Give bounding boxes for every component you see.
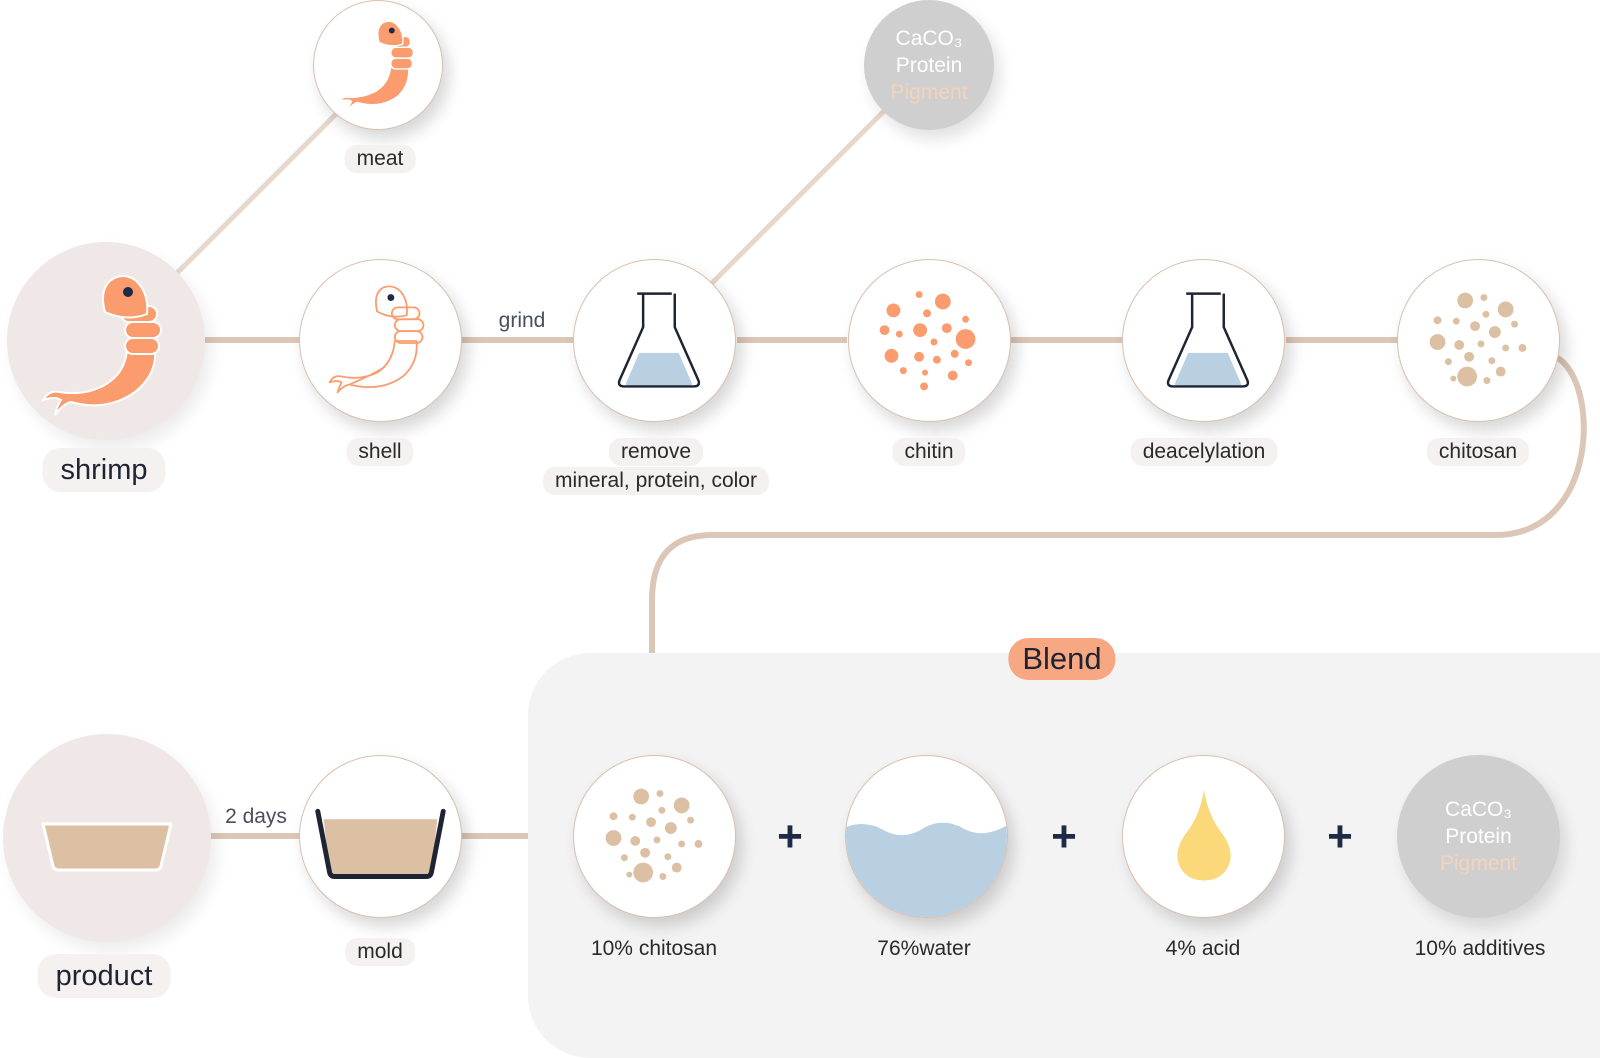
water-icon	[846, 822, 1007, 917]
product-tray-icon	[41, 822, 173, 872]
ingredient-acid-node	[1122, 755, 1285, 918]
plus-sign: +	[777, 812, 803, 861]
chitosan-particles-icon	[605, 788, 703, 883]
remove-label: remove	[608, 438, 704, 466]
meat-label: meat	[344, 145, 416, 173]
chitin-label: chitin	[892, 438, 966, 466]
product-node	[3, 734, 211, 942]
byproduct-node: CaCO₃ Protein Pigment	[864, 0, 994, 130]
edge-shrimp-meat	[175, 109, 341, 275]
ingredient-additives-node: CaCO₃ Protein Pigment	[1397, 755, 1560, 918]
chitin-particles-icon	[879, 291, 976, 391]
additive-caco3: CaCO₃	[1445, 798, 1512, 821]
shrimp-icon	[40, 275, 162, 416]
ingredient-additives-label: 10% additives	[1414, 937, 1546, 960]
chitosan-label: chitosan	[1426, 438, 1530, 466]
shrimp-shell-icon	[328, 285, 425, 394]
mold-container-icon	[315, 808, 446, 879]
flask-icon	[617, 292, 701, 388]
shell-label: shell	[346, 438, 414, 466]
plus-sign: +	[1327, 812, 1353, 861]
ingredient-water-node	[845, 755, 1008, 918]
shrimp-node	[7, 242, 205, 440]
chitosan-particles-icon	[1429, 292, 1527, 387]
deacetylation-node	[1122, 259, 1285, 422]
additive-pigment: Pigment	[1439, 852, 1518, 875]
plus-sign: +	[1051, 812, 1077, 861]
edge-remove-byproduct	[710, 107, 888, 285]
flask-icon	[1166, 292, 1250, 388]
blend-title: Blend	[1008, 638, 1116, 680]
remove-detail-label: mineral, protein, color	[543, 467, 769, 495]
additive-protein: Protein	[1445, 825, 1512, 848]
ingredient-water-label: 76%water	[877, 937, 971, 960]
remove-node	[573, 259, 736, 422]
product-label: product	[37, 954, 171, 998]
ingredient-chitosan-label: 10% chitosan	[590, 937, 718, 960]
meat-node	[313, 0, 443, 130]
byproduct-caco3: CaCO₃	[895, 26, 963, 50]
mold-node	[299, 755, 462, 918]
two-days-edge-label: 2 days	[225, 805, 287, 828]
ingredient-acid-label: 4% acid	[1165, 937, 1241, 960]
shrimp-label: shrimp	[42, 448, 166, 492]
ingredient-chitosan-node	[573, 755, 736, 918]
droplet-icon	[1177, 789, 1231, 881]
mold-label: mold	[345, 938, 415, 966]
byproduct-protein: Protein	[895, 53, 963, 77]
chitin-node	[848, 259, 1011, 422]
edge-chitosan-blend	[649, 354, 1587, 653]
chitosan-node	[1397, 259, 1560, 422]
shrimp-meat-icon	[337, 20, 415, 111]
shell-node	[299, 259, 462, 422]
deacetylation-label: deacelylation	[1130, 438, 1278, 466]
byproduct-pigment: Pigment	[890, 80, 968, 104]
grind-edge-label: grind	[494, 309, 550, 333]
